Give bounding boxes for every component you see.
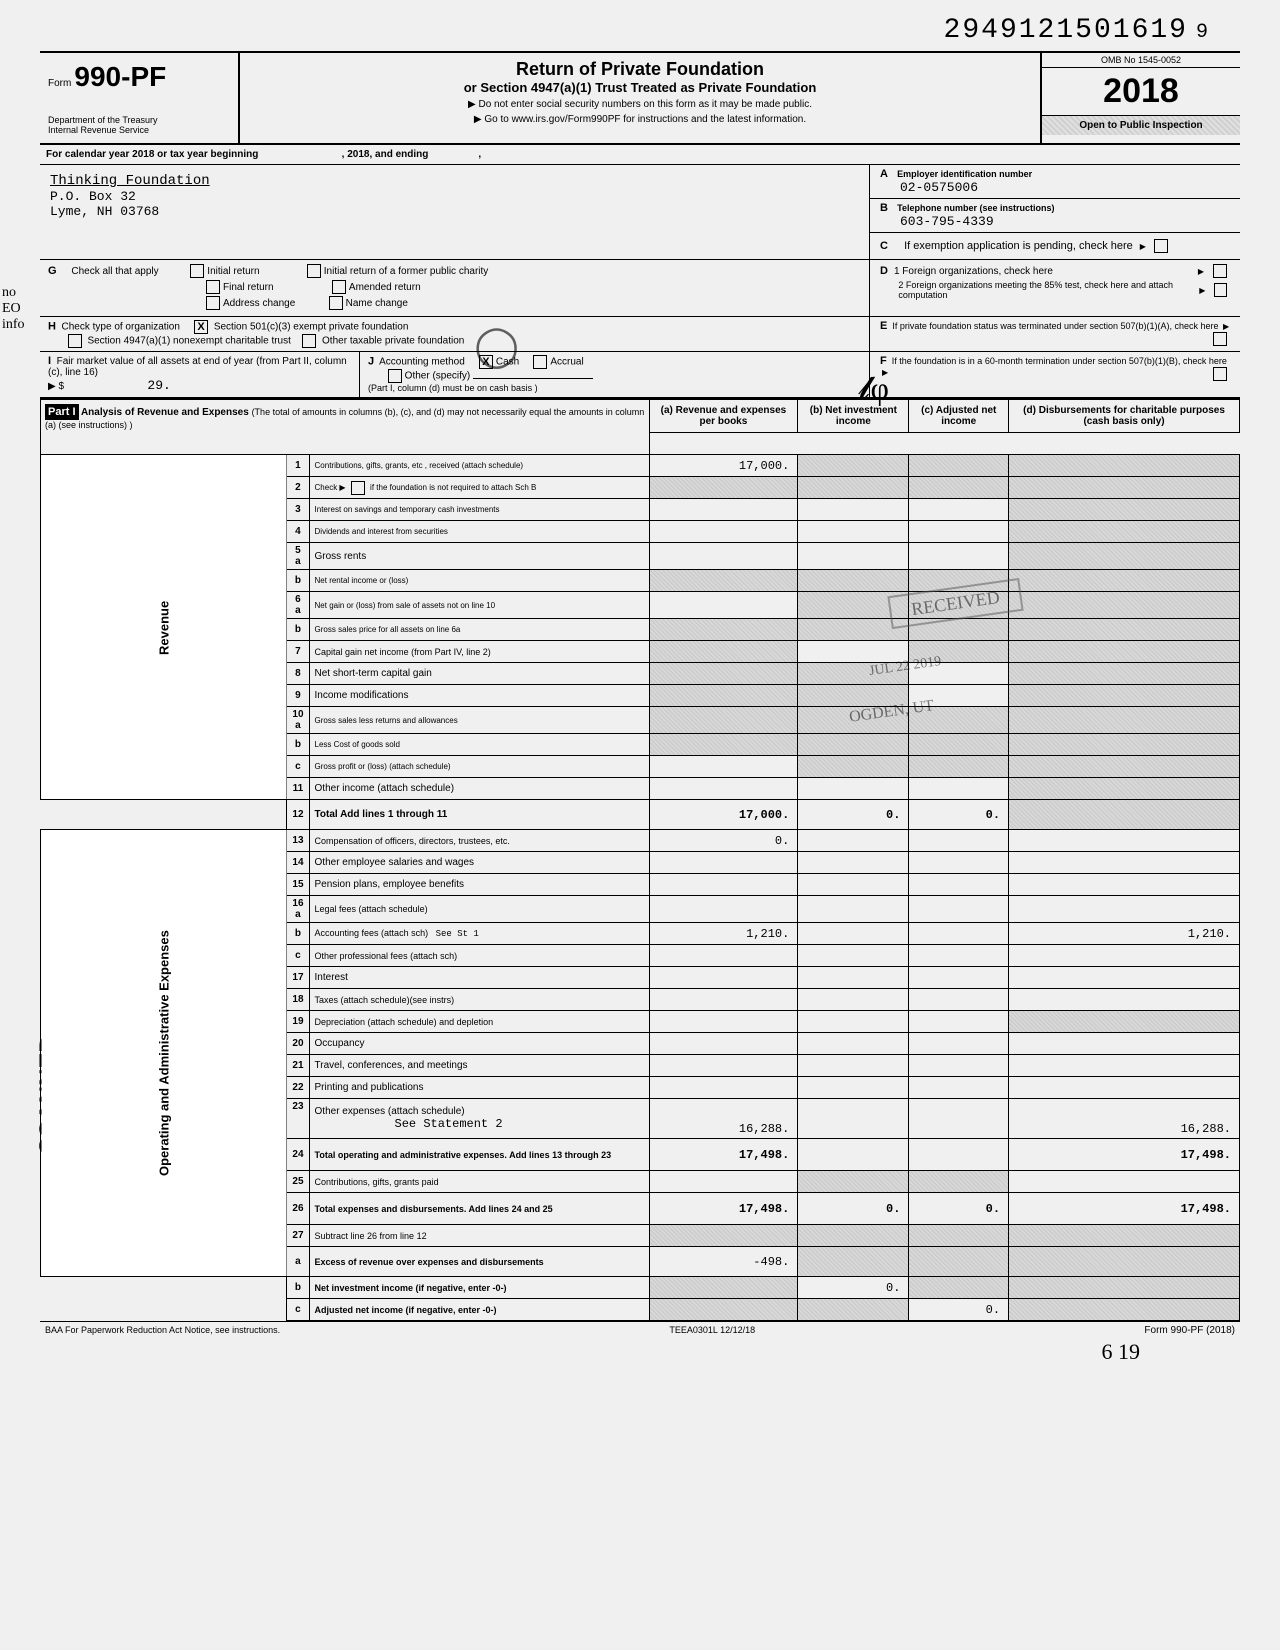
col-c-header: (c) Adjusted net income: [909, 400, 1009, 433]
table-row: bNet investment income (if negative, ent…: [41, 1277, 1240, 1299]
part1-table: Part I Analysis of Revenue and Expenses …: [40, 399, 1240, 1321]
other-taxable-checkbox[interactable]: [302, 334, 316, 348]
initial-return-checkbox[interactable]: [190, 264, 204, 278]
address-change-checkbox[interactable]: [206, 296, 220, 310]
section-g-d: G Check all that apply Initial return In…: [40, 260, 1240, 317]
name-change-checkbox[interactable]: [329, 296, 343, 310]
ein-value: 02-0575006: [880, 180, 1230, 195]
col-a-header: (a) Revenue and expenses per books: [649, 400, 798, 433]
501c3-checkbox[interactable]: [194, 320, 208, 334]
initial-return-former-checkbox[interactable]: [307, 264, 321, 278]
margin-note-no-eo: noEOinfo: [2, 285, 25, 333]
public-inspection: Open to Public Inspection: [1042, 116, 1240, 135]
dept-text: Department of the Treasury: [48, 115, 230, 125]
section-h-e: H Check type of organization Section 501…: [40, 317, 1240, 352]
part1-badge: Part I: [45, 404, 79, 420]
foreign-85-label: 2 Foreign organizations meeting the 85% …: [898, 280, 1185, 300]
header-title: Return of Private Foundation: [246, 59, 1034, 80]
exemption-pending-label: If exemption application is pending, che…: [904, 240, 1133, 252]
table-row: cAdjusted net income (if negative, enter…: [41, 1299, 1240, 1321]
irs-text: Internal Revenue Service: [48, 125, 230, 135]
phone-label: Telephone number (see instructions): [897, 203, 1054, 213]
status-terminated-checkbox[interactable]: [1213, 332, 1227, 346]
org-addr1: P.O. Box 32: [50, 189, 859, 204]
form-header: Form 990-PF Department of the Treasury I…: [40, 51, 1240, 145]
ein-label: Employer identification number: [897, 169, 1032, 179]
section-i-j-f: I Fair market value of all assets at end…: [40, 352, 1240, 399]
org-addr2: Lyme, NH 03768: [50, 204, 859, 219]
footer-mid: TEEA0301L 12/12/18: [669, 1325, 755, 1336]
accrual-checkbox[interactable]: [533, 355, 547, 369]
handwritten-initial: 𝓵φ: [858, 370, 889, 408]
footer-right: Form 990-PF (2018): [1144, 1325, 1235, 1336]
header-note1: ▶ Do not enter social security numbers o…: [246, 99, 1034, 110]
final-return-checkbox[interactable]: [206, 280, 220, 294]
col-d-header: (d) Disbursements for charitable purpose…: [1009, 400, 1240, 433]
foreign-org-label: 1 Foreign organizations, check here: [894, 266, 1053, 277]
org-info-section: noEOinfo ◯ 𝓵φ Thinking Foundation P.O. B…: [40, 165, 1240, 260]
60month-label: If the foundation is in a 60-month termi…: [892, 356, 1227, 366]
dln-number: 29491215016199: [40, 15, 1240, 46]
60month-checkbox[interactable]: [1213, 367, 1227, 381]
foreign-85-checkbox[interactable]: [1214, 283, 1227, 297]
page-footer: BAA For Paperwork Reduction Act Notice, …: [40, 1321, 1240, 1339]
footer-left: BAA For Paperwork Reduction Act Notice, …: [45, 1325, 280, 1336]
table-row: 12Total Add lines 1 through 11 17,000.0.…: [41, 800, 1240, 830]
fmv-amount: 29.: [147, 378, 170, 393]
other-method-checkbox[interactable]: [388, 369, 402, 383]
table-row: Revenue 1 Contributions, gifts, grants, …: [41, 455, 1240, 477]
4947a1-checkbox[interactable]: [68, 334, 82, 348]
phone-value: 603-795-4339: [880, 214, 1230, 229]
form-label: Form: [48, 78, 71, 89]
table-row: Operating and Administrative Expenses 13…: [41, 830, 1240, 852]
handwritten-bottom: 6 19: [40, 1339, 1240, 1365]
col-b-header: (b) Net investment income: [798, 400, 909, 433]
exemption-pending-checkbox[interactable]: [1154, 239, 1168, 253]
omb-number: OMB No 1545-0052: [1042, 53, 1240, 68]
calendar-year-row: For calendar year 2018 or tax year begin…: [40, 145, 1240, 165]
expenses-side-label: Operating and Administrative Expenses: [41, 830, 287, 1277]
header-note2: ▶ Go to www.irs.gov/Form990PF for instru…: [246, 114, 1034, 125]
amended-return-checkbox[interactable]: [332, 280, 346, 294]
foreign-org-checkbox[interactable]: [1213, 264, 1227, 278]
tax-year: 2018: [1042, 68, 1240, 116]
revenue-side-label: Revenue: [41, 455, 287, 800]
status-terminated-label: If private foundation status was termina…: [892, 321, 1218, 331]
org-name: Thinking Foundation: [50, 173, 859, 189]
form-number: 990-PF: [74, 61, 166, 92]
stamp-circle: ◯: [474, 323, 519, 369]
header-subtitle: or Section 4947(a)(1) Trust Treated as P…: [246, 80, 1034, 95]
schb-checkbox[interactable]: [351, 481, 365, 495]
